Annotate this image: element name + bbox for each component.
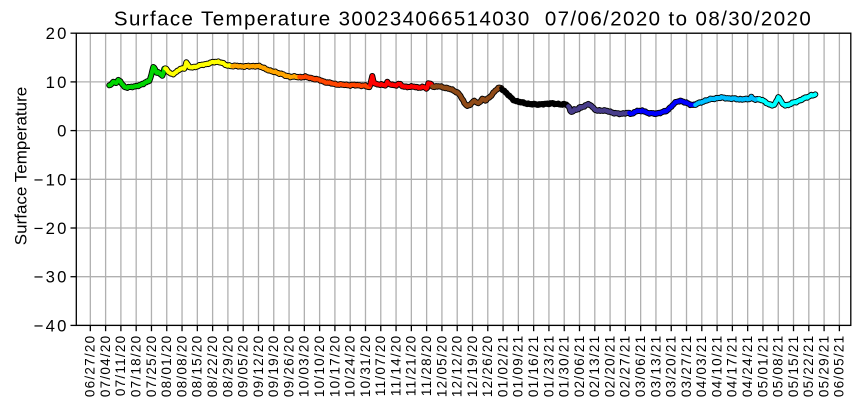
svg-text:01/23/21: 01/23/21 xyxy=(541,335,556,398)
svg-text:10/03/20: 10/03/20 xyxy=(297,335,312,398)
svg-text:05/29/21: 05/29/21 xyxy=(816,335,831,398)
svg-text:Surface Temperature: Surface Temperature xyxy=(12,87,31,245)
svg-text:08/15/20: 08/15/20 xyxy=(190,335,205,398)
svg-text:0: 0 xyxy=(57,122,68,141)
svg-text:05/22/21: 05/22/21 xyxy=(801,335,816,398)
svg-text:02/27/21: 02/27/21 xyxy=(618,335,633,398)
svg-text:04/03/21: 04/03/21 xyxy=(694,335,709,398)
svg-text:11/14/20: 11/14/20 xyxy=(388,335,403,397)
svg-text:06/27/20: 06/27/20 xyxy=(83,335,98,398)
svg-text:01/16/21: 01/16/21 xyxy=(526,335,541,398)
svg-text:10/24/20: 10/24/20 xyxy=(343,335,358,398)
svg-text:07/04/20: 07/04/20 xyxy=(98,335,113,398)
svg-text:03/27/21: 03/27/21 xyxy=(679,335,694,398)
svg-text:12/05/20: 12/05/20 xyxy=(434,335,449,398)
svg-text:09/05/20: 09/05/20 xyxy=(236,335,251,398)
svg-text:07/18/20: 07/18/20 xyxy=(129,335,144,398)
svg-text:04/24/21: 04/24/21 xyxy=(740,335,755,398)
svg-text:−30: −30 xyxy=(34,268,69,287)
svg-text:09/26/20: 09/26/20 xyxy=(281,335,296,398)
svg-text:01/30/21: 01/30/21 xyxy=(557,335,572,398)
svg-text:07/25/20: 07/25/20 xyxy=(144,335,159,398)
svg-text:05/15/21: 05/15/21 xyxy=(786,335,801,398)
svg-text:11/07/20: 11/07/20 xyxy=(373,335,388,397)
svg-text:05/08/21: 05/08/21 xyxy=(771,335,786,398)
svg-text:01/09/21: 01/09/21 xyxy=(511,335,526,398)
svg-text:−10: −10 xyxy=(34,170,69,189)
svg-text:01/02/21: 01/02/21 xyxy=(495,335,510,398)
svg-text:04/10/21: 04/10/21 xyxy=(709,335,724,398)
svg-text:10: 10 xyxy=(46,73,69,92)
svg-text:10/10/20: 10/10/20 xyxy=(312,335,327,398)
svg-text:08/08/20: 08/08/20 xyxy=(174,335,189,398)
svg-text:04/17/21: 04/17/21 xyxy=(725,335,740,398)
svg-text:11/21/20: 11/21/20 xyxy=(404,335,419,397)
svg-text:05/01/21: 05/01/21 xyxy=(755,335,770,398)
svg-text:10/17/20: 10/17/20 xyxy=(327,335,342,398)
svg-text:12/19/20: 12/19/20 xyxy=(465,335,480,398)
svg-text:20: 20 xyxy=(46,24,69,43)
svg-text:08/29/20: 08/29/20 xyxy=(220,335,235,398)
svg-text:−40: −40 xyxy=(34,316,69,335)
svg-text:06/05/21: 06/05/21 xyxy=(832,335,847,398)
svg-text:03/20/21: 03/20/21 xyxy=(664,335,679,398)
svg-text:11/28/20: 11/28/20 xyxy=(419,335,434,397)
svg-text:02/13/21: 02/13/21 xyxy=(587,335,602,398)
svg-text:03/13/21: 03/13/21 xyxy=(648,335,663,398)
svg-text:10/31/20: 10/31/20 xyxy=(358,335,373,398)
svg-text:12/26/20: 12/26/20 xyxy=(480,335,495,398)
svg-text:−20: −20 xyxy=(34,219,69,238)
svg-text:08/01/20: 08/01/20 xyxy=(159,335,174,398)
svg-text:02/06/21: 02/06/21 xyxy=(572,335,587,398)
svg-text:12/12/20: 12/12/20 xyxy=(450,335,465,398)
svg-text:07/11/20: 07/11/20 xyxy=(113,335,128,397)
svg-text:02/20/21: 02/20/21 xyxy=(602,335,617,398)
svg-text:03/06/21: 03/06/21 xyxy=(633,335,648,398)
svg-text:09/19/20: 09/19/20 xyxy=(266,335,281,398)
svg-text:09/12/20: 09/12/20 xyxy=(251,335,266,398)
svg-text:Surface Temperature 3002340665: Surface Temperature 300234066514030 07/0… xyxy=(114,8,812,31)
svg-text:08/22/20: 08/22/20 xyxy=(205,335,220,398)
